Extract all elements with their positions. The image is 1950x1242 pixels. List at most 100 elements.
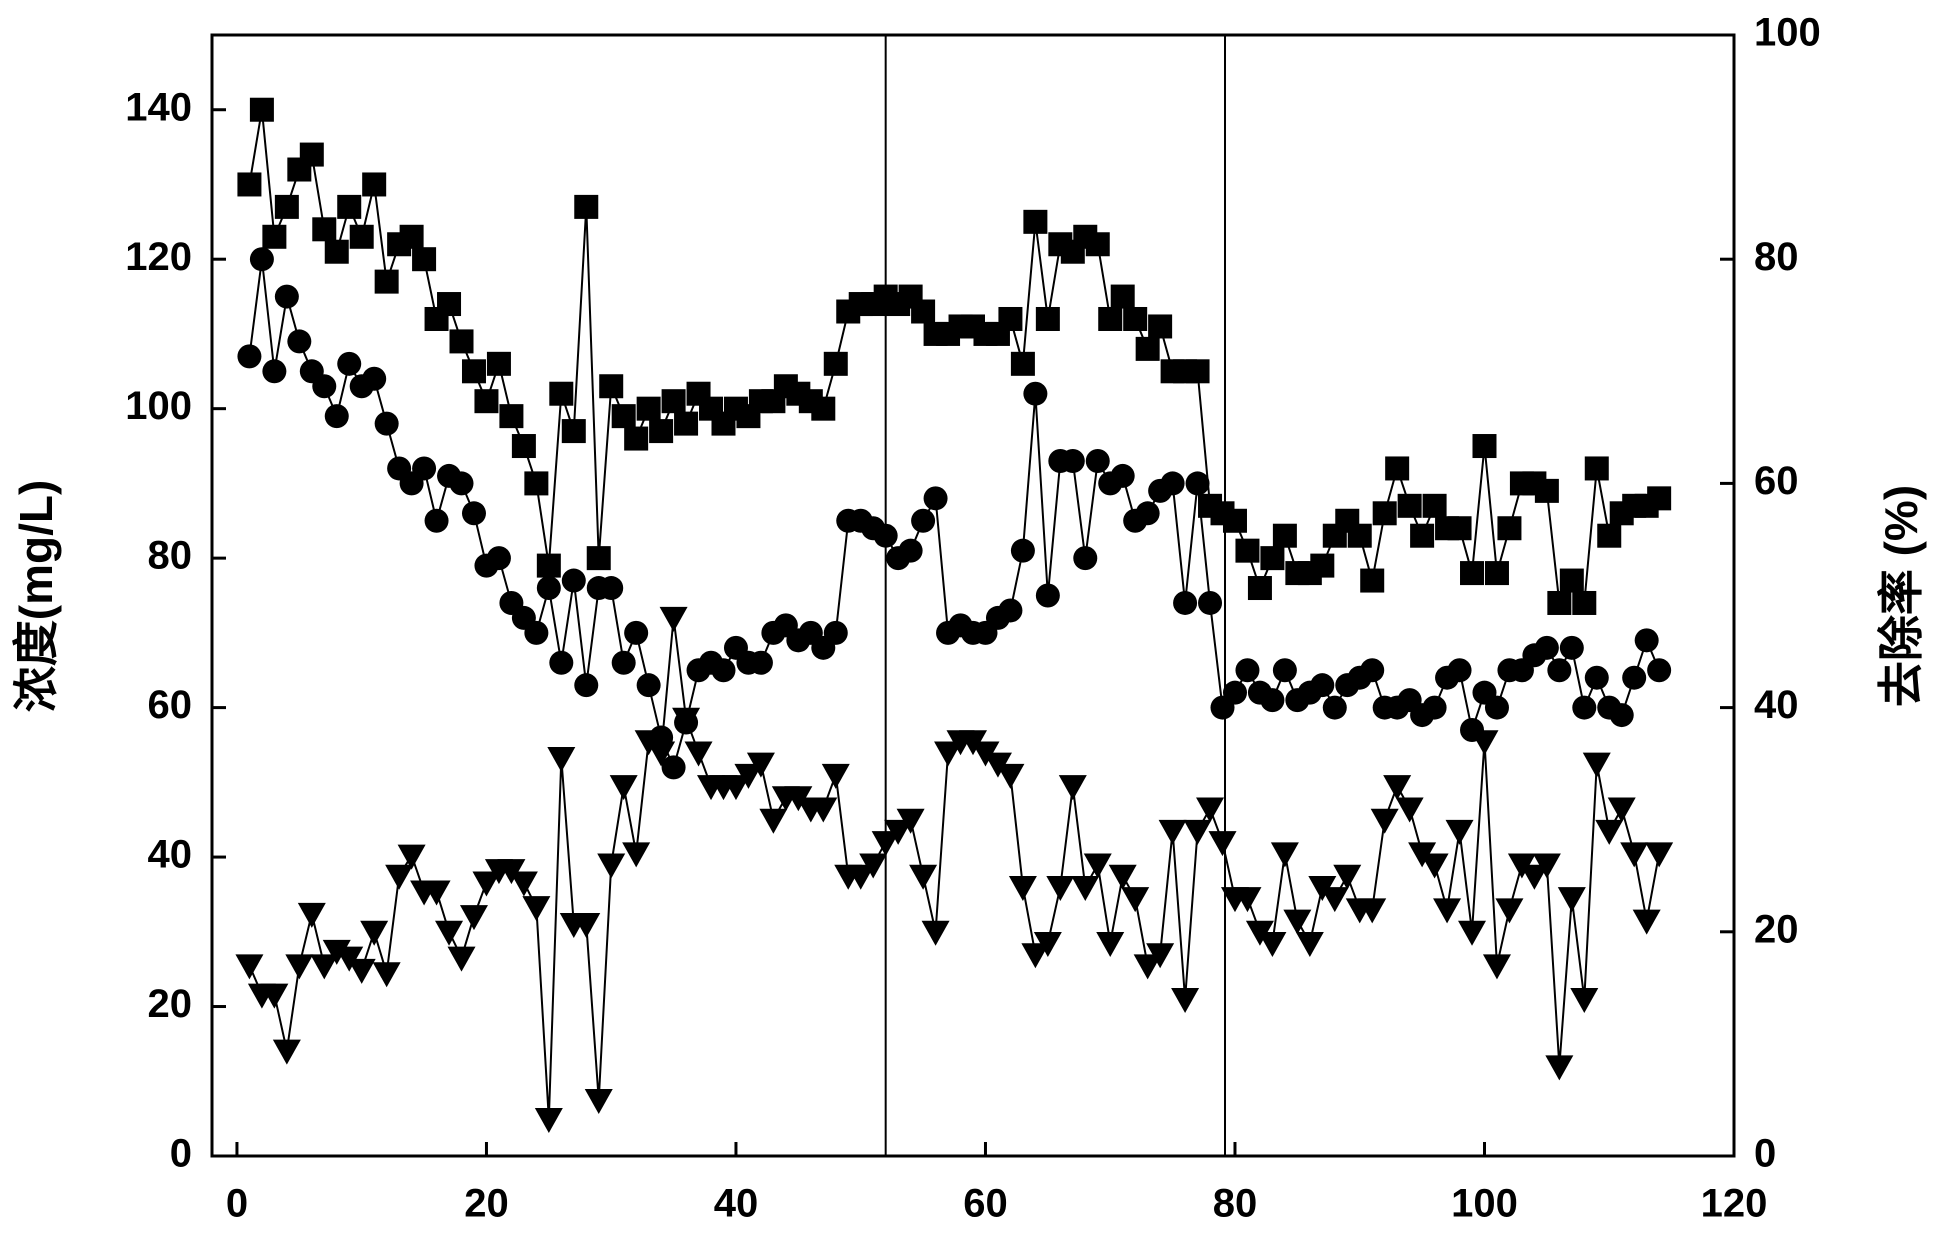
square-marker bbox=[1098, 306, 1123, 331]
circle-marker bbox=[1060, 448, 1085, 473]
triangle-marker bbox=[1433, 898, 1462, 924]
circle-marker bbox=[312, 374, 337, 399]
y2-tick-label: 20 bbox=[1754, 907, 1799, 951]
triangle-marker bbox=[572, 912, 601, 938]
circle-marker bbox=[1073, 546, 1098, 571]
square-marker bbox=[1372, 501, 1397, 526]
square-marker bbox=[561, 419, 586, 444]
circle-marker bbox=[599, 576, 624, 601]
triangle-marker bbox=[260, 983, 289, 1009]
circle-marker bbox=[1484, 695, 1509, 720]
x-tick-label: 80 bbox=[1213, 1182, 1258, 1226]
circle-marker bbox=[1584, 665, 1609, 690]
triangle-marker bbox=[1632, 909, 1661, 935]
triangle-marker bbox=[884, 819, 913, 845]
triangle-marker bbox=[1021, 943, 1050, 969]
triangle-marker bbox=[1420, 853, 1449, 879]
triangle-marker bbox=[1146, 943, 1175, 969]
square-marker bbox=[337, 194, 362, 219]
circle-marker bbox=[1634, 628, 1659, 653]
triangle-marker bbox=[896, 808, 925, 834]
triangle-marker bbox=[1058, 775, 1087, 801]
square-marker bbox=[624, 426, 649, 451]
square-marker bbox=[1010, 351, 1035, 376]
circle-marker bbox=[324, 404, 349, 429]
triangle-marker bbox=[310, 954, 339, 980]
circle-marker bbox=[274, 284, 299, 309]
triangle-marker bbox=[1445, 819, 1474, 845]
triangle-marker bbox=[1183, 819, 1212, 845]
square-marker bbox=[1447, 516, 1472, 541]
circle-marker bbox=[449, 471, 474, 496]
square-marker bbox=[1272, 523, 1297, 548]
circle-marker bbox=[412, 456, 437, 481]
triangle-marker bbox=[996, 763, 1025, 789]
circle-marker bbox=[1110, 463, 1135, 488]
circle-marker bbox=[1010, 538, 1035, 563]
circle-marker bbox=[998, 598, 1023, 623]
square-marker bbox=[412, 247, 437, 272]
square-marker bbox=[1572, 590, 1597, 615]
triangle-marker bbox=[1283, 909, 1312, 935]
triangle-marker bbox=[1270, 842, 1299, 868]
triangle-marker bbox=[746, 752, 775, 778]
triangle-marker bbox=[1320, 887, 1349, 913]
circle-marker bbox=[923, 486, 948, 511]
triangle-marker bbox=[1557, 887, 1586, 913]
plot-frame bbox=[210, 33, 1736, 1158]
x-tick-label: 0 bbox=[226, 1182, 248, 1226]
square-marker bbox=[1460, 561, 1485, 586]
circle-marker bbox=[1622, 665, 1647, 690]
circle-marker bbox=[898, 538, 923, 563]
square-marker bbox=[1148, 314, 1173, 339]
square-marker bbox=[811, 396, 836, 421]
triangle-marker bbox=[684, 741, 713, 767]
circle-marker bbox=[362, 366, 387, 391]
triangle-marker bbox=[1046, 875, 1075, 901]
x-tick-label: 60 bbox=[963, 1182, 1008, 1226]
square-marker bbox=[1385, 456, 1410, 481]
y-axis-title: 浓度(mg/L) bbox=[10, 480, 62, 713]
triangle-marker bbox=[1358, 898, 1387, 924]
triangle-marker bbox=[1482, 954, 1511, 980]
y-tick-label: 0 bbox=[170, 1132, 192, 1176]
x-tick-label: 20 bbox=[464, 1182, 509, 1226]
y2-tick-label: 40 bbox=[1754, 683, 1799, 727]
triangle-marker bbox=[1370, 808, 1399, 834]
triangle-marker bbox=[622, 842, 651, 868]
x-tick-label: 40 bbox=[714, 1182, 759, 1226]
triangle-marker bbox=[272, 1039, 301, 1065]
triangle-marker bbox=[1233, 887, 1262, 913]
series-line bbox=[248, 617, 1661, 1120]
circle-marker bbox=[1085, 448, 1110, 473]
circle-marker bbox=[711, 658, 736, 683]
triangle-marker bbox=[1295, 932, 1324, 958]
circle-marker bbox=[549, 650, 574, 675]
square-marker bbox=[1310, 553, 1335, 578]
circle-marker bbox=[911, 508, 936, 533]
circle-marker bbox=[1035, 583, 1060, 608]
circle-marker bbox=[1360, 658, 1385, 683]
y-tick-label: 80 bbox=[148, 534, 193, 578]
circle-marker bbox=[1023, 381, 1048, 406]
triangle-marker bbox=[647, 741, 676, 767]
triangle-marker bbox=[435, 920, 464, 946]
circle-marker bbox=[374, 411, 399, 436]
triangle-marker bbox=[322, 939, 351, 965]
triangle-marker bbox=[1033, 932, 1062, 958]
square-marker bbox=[649, 419, 674, 444]
square-marker bbox=[536, 553, 561, 578]
square-marker bbox=[823, 351, 848, 376]
square-marker bbox=[1472, 434, 1497, 459]
square-marker bbox=[1260, 546, 1285, 571]
square-marker bbox=[437, 292, 462, 317]
triangle-marker bbox=[1532, 853, 1561, 879]
square-marker bbox=[1410, 523, 1435, 548]
triangle-marker bbox=[609, 775, 638, 801]
square-marker bbox=[549, 381, 574, 406]
square-marker bbox=[1547, 590, 1572, 615]
circle-marker bbox=[287, 329, 312, 354]
triangle-marker bbox=[547, 747, 576, 773]
circle-marker bbox=[1310, 673, 1335, 698]
circle-marker bbox=[461, 501, 486, 526]
